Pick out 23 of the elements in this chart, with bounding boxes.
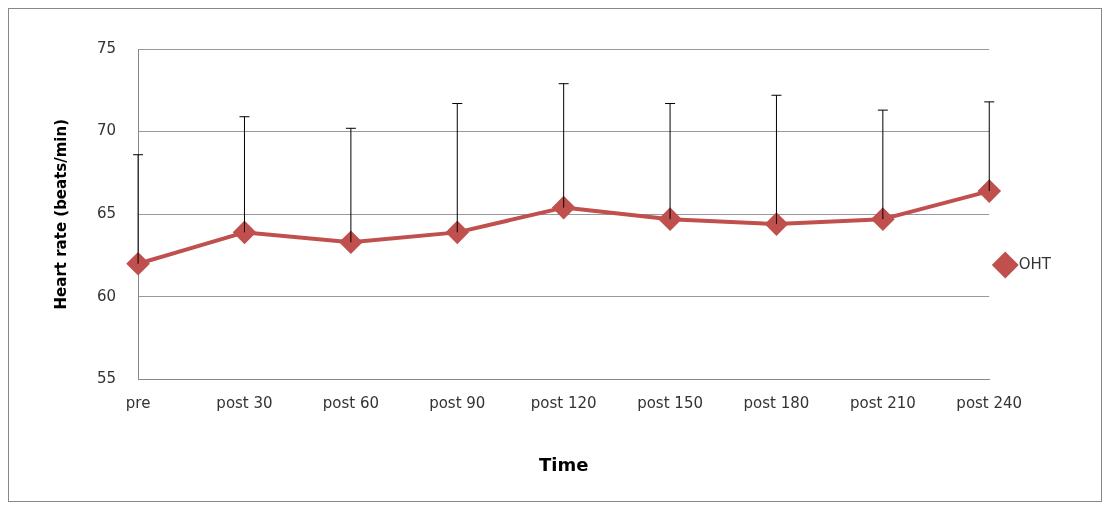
- point: [127, 252, 150, 275]
- y-axis-title: Heart rate (beats/min): [51, 118, 70, 310]
- y-tick-label: 55: [96, 369, 117, 388]
- x-tick-label: post 210: [849, 394, 916, 413]
- x-tick-label: post 120: [530, 394, 597, 413]
- y-tick-label: 60: [96, 286, 117, 305]
- point: [765, 213, 788, 236]
- x-tick-label: post 90: [429, 394, 486, 413]
- point: [233, 221, 256, 244]
- x-tick-label: pre: [125, 394, 151, 413]
- x-tick-label: post 30: [216, 394, 273, 413]
- legend-label: OHT: [1018, 254, 1052, 273]
- x-axis-title: Time: [538, 453, 589, 475]
- y-tick-label: 65: [96, 204, 117, 223]
- y-tick-label: 75: [96, 38, 117, 57]
- point: [446, 221, 469, 244]
- point: [978, 180, 1001, 203]
- x-tick-label: post 180: [743, 394, 810, 413]
- y-tick-label: 70: [96, 121, 117, 140]
- x-tick-label: post 60: [322, 394, 379, 413]
- x-tick-label: post 240: [956, 394, 1023, 413]
- point: [552, 196, 575, 219]
- x-tick-label: post 150: [637, 394, 703, 413]
